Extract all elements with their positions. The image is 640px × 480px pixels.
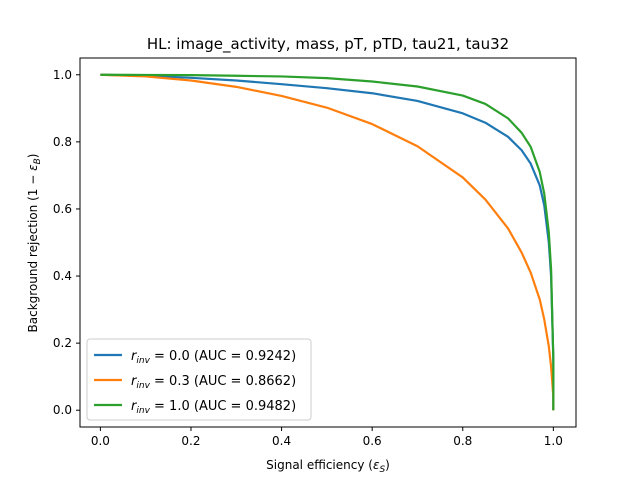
x-tick-label-0: 0.0 [91, 434, 110, 448]
y-tick-label-3: 0.6 [53, 202, 72, 216]
legend-label-2: rinv = 1.0 (AUC = 0.9482) [131, 399, 296, 416]
x-tick-label-4: 0.8 [453, 434, 472, 448]
x-tick-label-2: 0.4 [272, 434, 291, 448]
x-tick-label-3: 0.6 [363, 434, 382, 448]
y-tick-label-2: 0.4 [53, 269, 72, 283]
x-tick-label-1: 0.2 [181, 434, 200, 448]
chart-title: HL: image_activity, mass, pT, pTD, tau21… [147, 35, 509, 54]
x-axis-label: Signal efficiency (εS) [266, 458, 390, 475]
legend-label-0: rinv = 0.0 (AUC = 0.9242) [131, 349, 296, 366]
series-layer [100, 73, 555, 411]
plot-frame [79, 57, 577, 428]
y-tick-label-1: 0.2 [53, 336, 72, 350]
legend-box [86, 338, 312, 421]
legend-items: rinv = 0.0 (AUC = 0.9242) rinv = 0.3 (AUC… [94, 349, 296, 416]
series-line-1 [100, 73, 555, 411]
y-tick-label-0: 0.0 [53, 403, 72, 417]
y-tick-label-5: 1.0 [53, 68, 72, 82]
x-axis-ticks: 0.0 0.2 0.4 0.6 0.8 1.0 [91, 427, 563, 448]
y-axis-ticks: 0.0 0.2 0.4 0.6 0.8 1.0 [53, 68, 80, 417]
legend: rinv = 0.0 (AUC = 0.9242) rinv = 0.3 (AUC… [86, 338, 312, 421]
series-line-2 [100, 73, 555, 411]
legend-label-1: rinv = 0.3 (AUC = 0.8662) [131, 374, 296, 391]
x-tick-label-5: 1.0 [544, 434, 563, 448]
y-tick-label-4: 0.8 [53, 135, 72, 149]
y-axis-label: Background rejection (1 − εB) [26, 154, 43, 333]
